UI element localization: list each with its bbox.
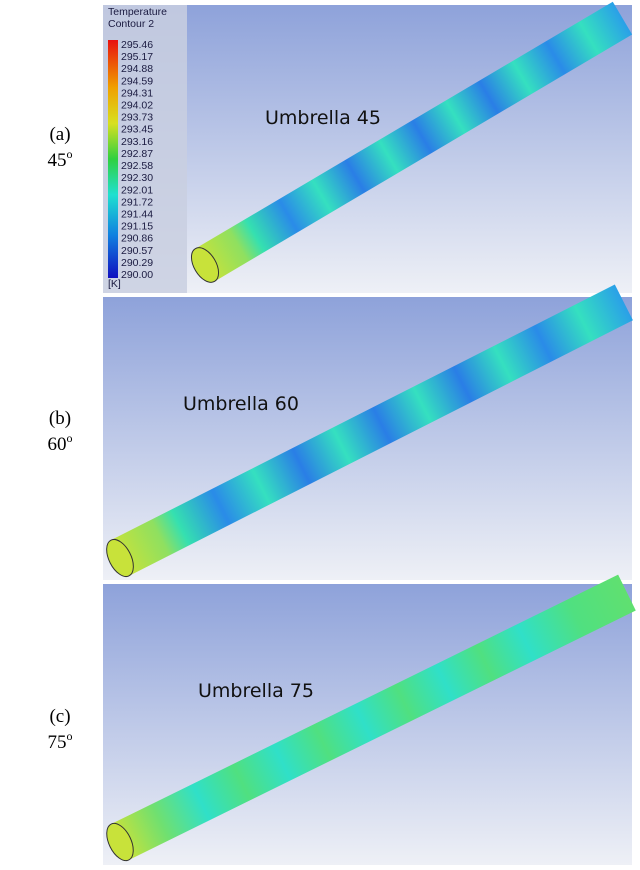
- legend-level: 290.57: [121, 245, 153, 257]
- legend-level: 295.17: [121, 51, 153, 63]
- angle: 75: [48, 732, 67, 753]
- legend-level: 294.31: [121, 87, 153, 99]
- legend-level: 293.16: [121, 136, 153, 148]
- legend-level: 290.00: [121, 269, 153, 281]
- legend-level: 291.15: [121, 221, 153, 233]
- legend-level: 293.73: [121, 112, 153, 124]
- panel-angle: 60o: [48, 431, 73, 455]
- angle-mark: o: [67, 729, 73, 743]
- legend-level: 292.87: [121, 148, 153, 160]
- angle-mark: o: [67, 431, 73, 445]
- angle-mark: o: [67, 147, 73, 161]
- legend-level: 294.02: [121, 100, 153, 112]
- legend-level: 293.45: [121, 124, 153, 136]
- panel-title: Umbrella 75: [198, 680, 314, 702]
- colorbar: [108, 40, 118, 278]
- legend-level: 295.46: [121, 39, 153, 51]
- legend-level: 294.59: [121, 75, 153, 87]
- legend-level: 292.01: [121, 184, 153, 196]
- panel-angle: 75o: [48, 729, 73, 753]
- legend-level: 290.86: [121, 233, 153, 245]
- angle: 60: [48, 434, 67, 455]
- panel-label: (c): [49, 706, 70, 727]
- legend-subtitle: Contour 2: [108, 18, 154, 30]
- panel-title: Umbrella 45: [265, 107, 381, 129]
- legend-level: 294.88: [121, 63, 153, 75]
- legend-level: 291.44: [121, 208, 153, 220]
- legend-level: 292.30: [121, 172, 153, 184]
- panel-angle: 45o: [48, 147, 73, 171]
- figure: Temperature Contour 2 [K] 295.46295.1729…: [0, 0, 640, 870]
- legend-level: 290.29: [121, 257, 153, 269]
- panel-label: (b): [49, 408, 71, 429]
- legend-level: 292.58: [121, 160, 153, 172]
- panel-label: (a): [49, 124, 70, 145]
- angle: 45: [48, 150, 67, 171]
- legend-level: 291.72: [121, 196, 153, 208]
- legend-title: Temperature: [108, 6, 167, 18]
- panel-title: Umbrella 60: [183, 393, 299, 415]
- legend-unit: [K]: [108, 278, 121, 290]
